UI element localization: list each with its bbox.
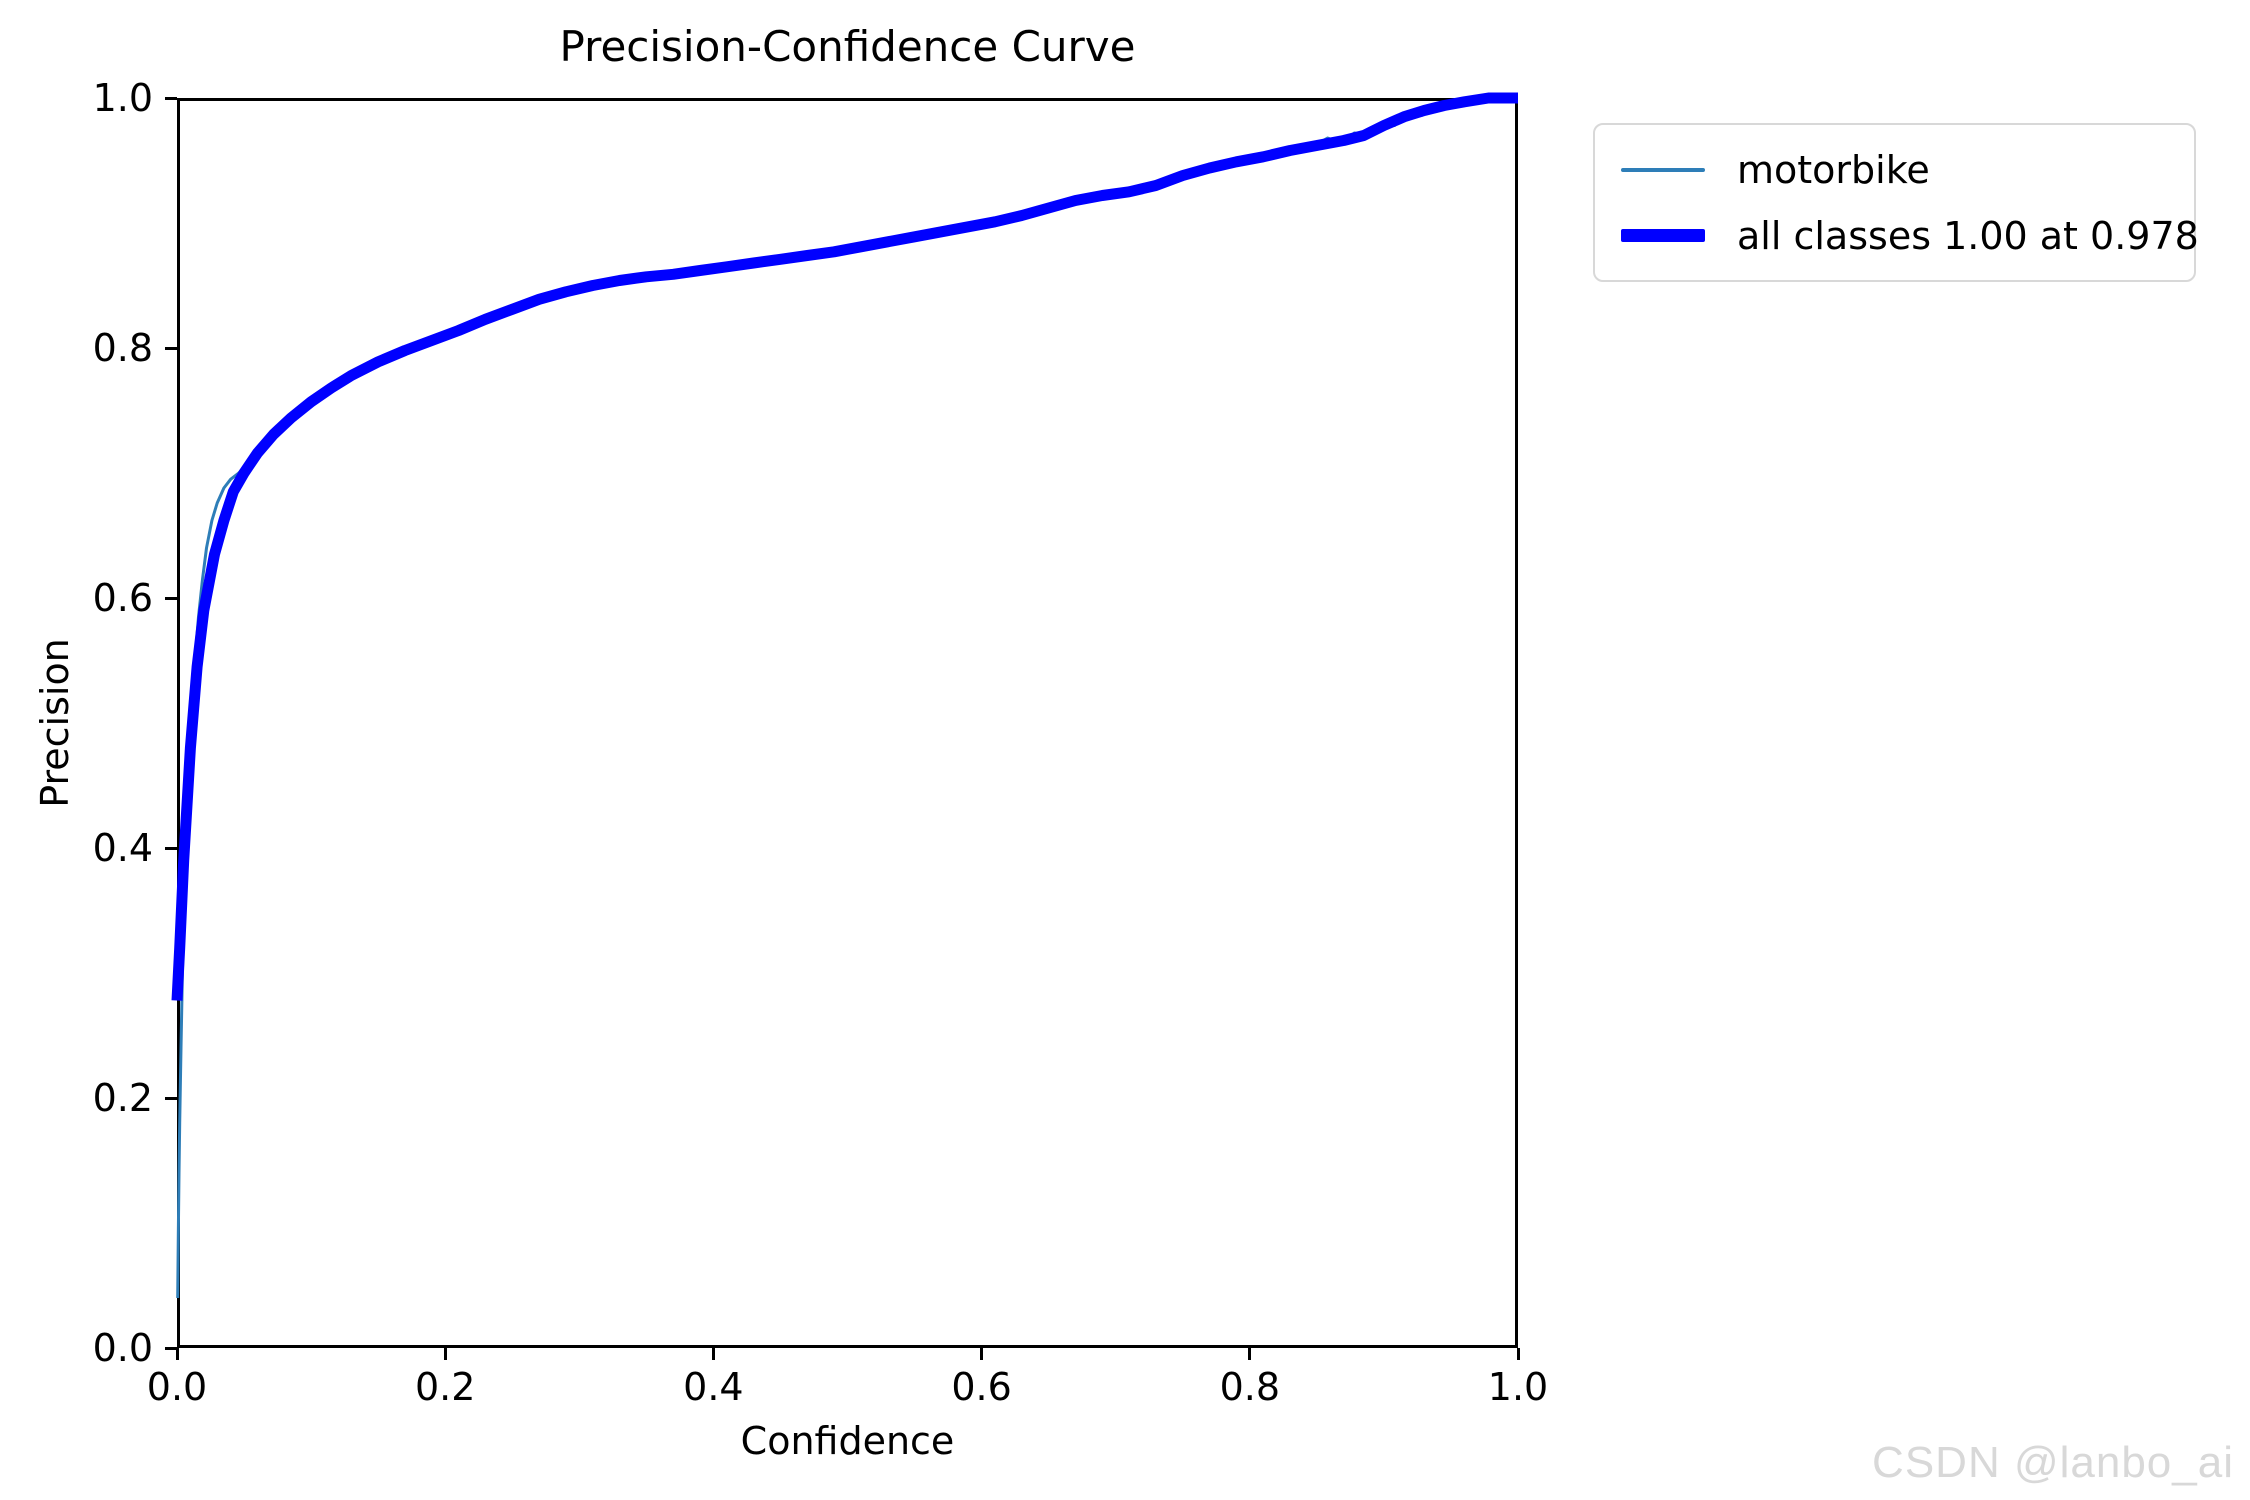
x-tick-label: 0.8 <box>1219 1365 1281 1409</box>
x-tick-label: 0.2 <box>414 1365 476 1409</box>
x-tick-mark <box>175 1348 179 1360</box>
y-tick-label: 0.0 <box>92 1326 153 1370</box>
series-line-all <box>171 92 1518 1001</box>
plot-border <box>177 98 1518 1348</box>
y-tick-label: 0.2 <box>92 1076 153 1120</box>
y-tick-mark <box>165 96 177 100</box>
y-tick-mark <box>165 1096 177 1100</box>
x-tick-label: 0.6 <box>951 1365 1012 1409</box>
watermark: CSDN @lanbo_ai <box>1872 1438 2234 1487</box>
x-tick-mark <box>1516 1348 1520 1360</box>
y-tick-label: 0.4 <box>92 826 153 870</box>
plot-area <box>171 92 1518 1348</box>
plot-canvas <box>171 92 1518 1299</box>
x-tick-mark <box>980 1348 984 1360</box>
series-line-motorbike <box>176 96 1518 1299</box>
x-tick-label: 1.0 <box>1487 1365 1549 1409</box>
y-tick-mark <box>165 346 177 350</box>
y-axis-label: Precision <box>33 638 77 808</box>
y-tick-label: 0.6 <box>92 576 153 620</box>
legend-item: all classes 1.00 at 0.978 <box>1621 214 2199 258</box>
legend-item: motorbike <box>1621 148 2194 192</box>
y-tick-mark <box>165 1346 177 1350</box>
x-axis-label: Confidence <box>740 1419 955 1463</box>
chart-title: Precision-Confidence Curve <box>559 22 1136 71</box>
x-tick-mark <box>1248 1348 1252 1360</box>
legend-label: motorbike <box>1737 147 1930 192</box>
x-tick-label: 0.0 <box>146 1365 208 1409</box>
y-tick-mark <box>165 596 177 600</box>
legend-line-sample-motorbike <box>1621 167 1705 172</box>
y-tick-mark <box>165 846 177 850</box>
y-tick-label: 1.0 <box>92 76 153 120</box>
x-tick-mark <box>711 1348 715 1360</box>
y-tick-label: 0.8 <box>92 326 153 370</box>
legend-label: all classes 1.00 at 0.978 <box>1737 213 2199 258</box>
x-tick-mark <box>443 1348 447 1360</box>
legend-line-sample-all-classes <box>1621 229 1705 242</box>
x-tick-label: 0.4 <box>683 1365 744 1409</box>
legend: motorbike all classes 1.00 at 0.978 <box>1593 123 2199 282</box>
